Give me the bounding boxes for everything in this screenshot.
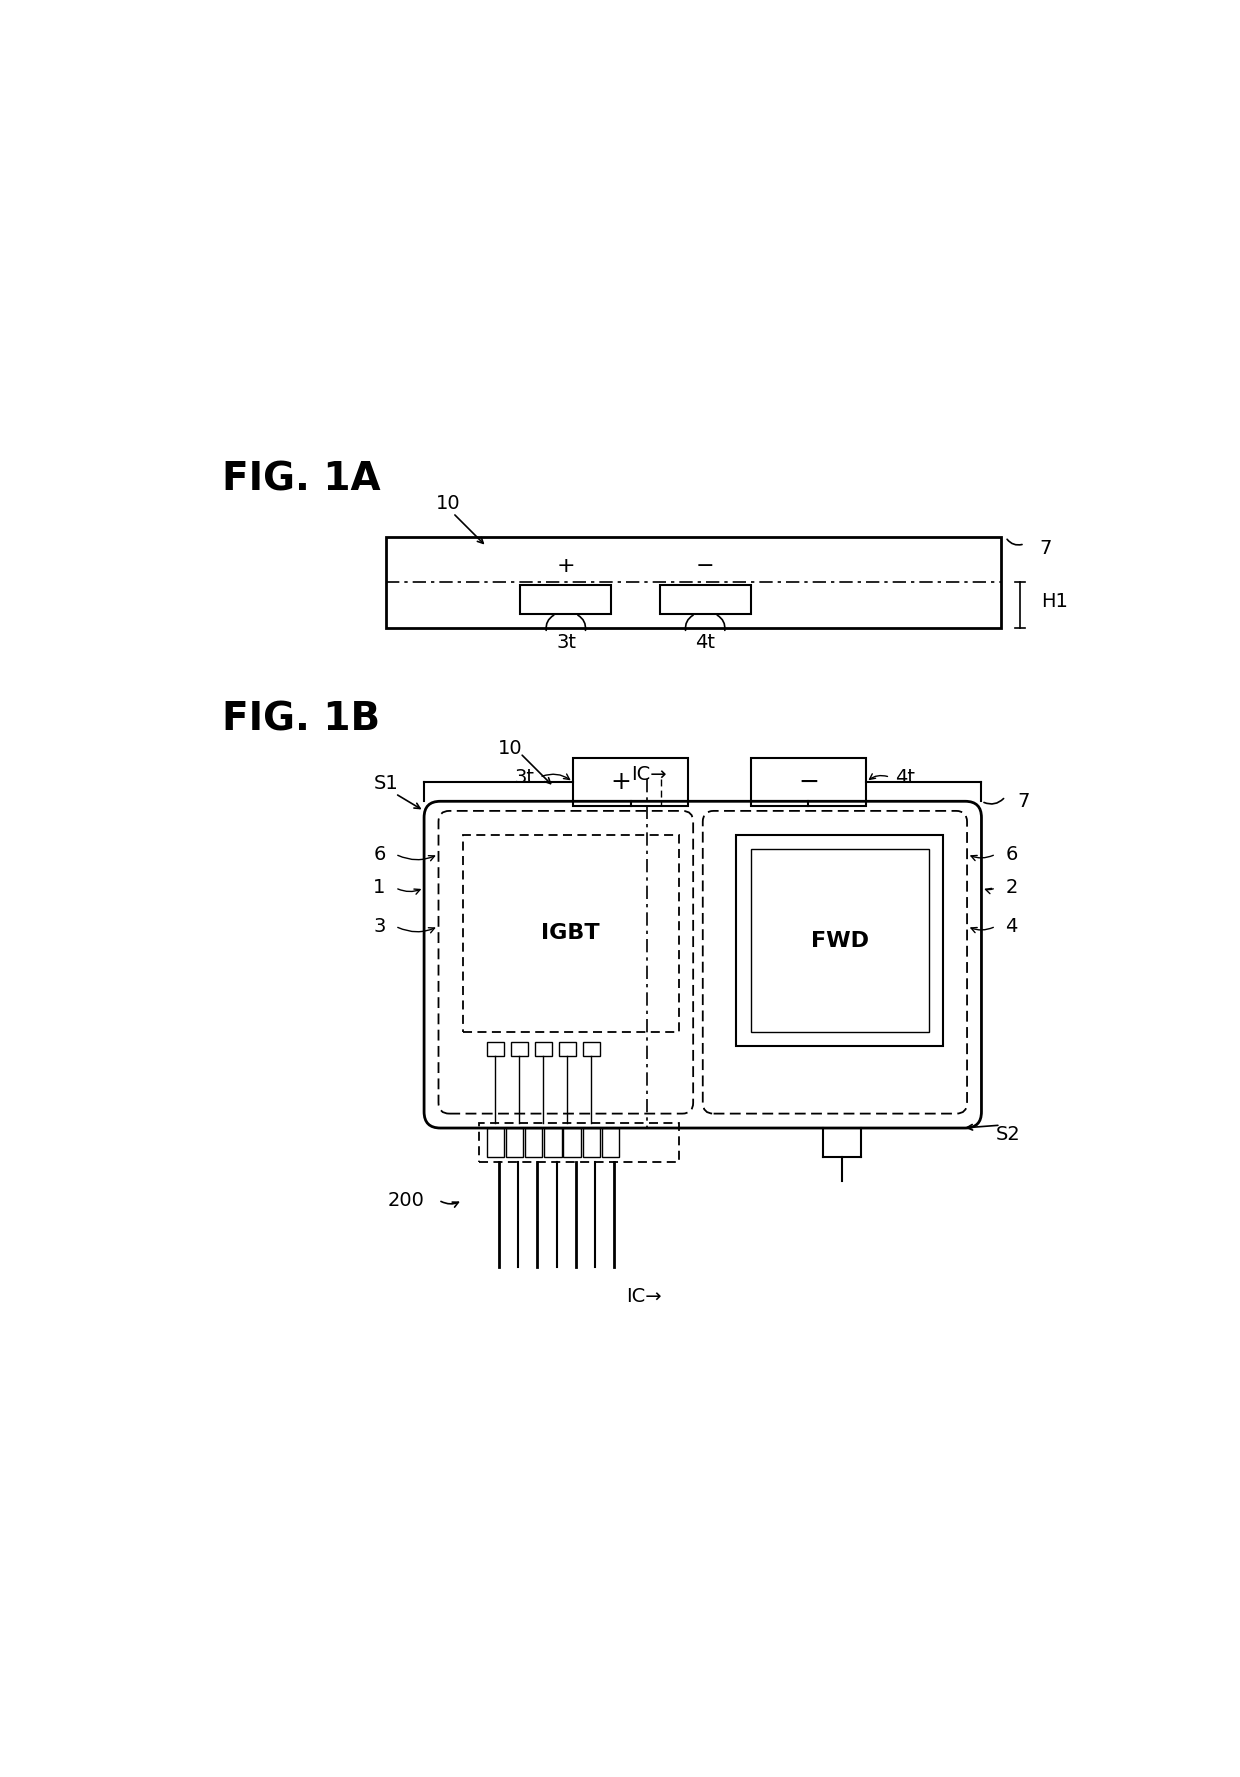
Text: S2: S2	[996, 1125, 1021, 1144]
Bar	[544, 1128, 562, 1157]
Text: H1: H1	[1042, 592, 1068, 611]
Text: 10: 10	[498, 739, 523, 759]
Bar	[583, 1041, 600, 1056]
Text: +: +	[557, 556, 575, 576]
Bar	[479, 1123, 678, 1162]
Text: IGBT: IGBT	[542, 924, 600, 944]
Text: 4t: 4t	[694, 633, 714, 652]
Text: 3t: 3t	[515, 768, 534, 787]
Bar	[751, 849, 929, 1032]
Text: 7: 7	[1039, 538, 1052, 558]
Text: 3: 3	[373, 917, 386, 936]
Text: 10: 10	[435, 494, 460, 514]
Text: +: +	[610, 769, 631, 794]
Text: 2: 2	[1006, 878, 1018, 897]
Bar	[386, 537, 1001, 629]
Bar	[525, 1128, 542, 1157]
Text: 4: 4	[1006, 917, 1018, 936]
Bar	[573, 759, 688, 807]
Text: 200: 200	[387, 1191, 424, 1210]
Bar	[506, 1128, 523, 1157]
Text: −: −	[799, 769, 818, 794]
Bar	[511, 1041, 528, 1056]
Text: FIG. 1B: FIG. 1B	[222, 700, 381, 739]
Text: 6: 6	[373, 844, 386, 864]
Bar	[463, 835, 678, 1032]
Bar	[558, 1041, 575, 1056]
Bar	[534, 1041, 552, 1056]
Bar	[486, 1041, 503, 1056]
Bar	[563, 1128, 580, 1157]
Text: 6: 6	[1006, 844, 1018, 864]
Bar	[751, 759, 867, 807]
Bar	[583, 1128, 600, 1157]
Text: IC→: IC→	[626, 1287, 661, 1306]
Text: −: −	[696, 556, 714, 576]
Text: IC→: IC→	[631, 764, 666, 784]
Text: 1: 1	[373, 878, 386, 897]
Text: FWD: FWD	[811, 931, 869, 951]
Text: FIG. 1A: FIG. 1A	[222, 460, 381, 498]
Bar	[601, 1128, 619, 1157]
Bar	[486, 1128, 503, 1157]
Text: 3t: 3t	[557, 633, 577, 652]
Bar	[737, 835, 942, 1047]
Bar	[660, 585, 751, 613]
Text: S1: S1	[373, 775, 398, 794]
Text: 7: 7	[1017, 793, 1029, 810]
Text: 4t: 4t	[895, 768, 915, 787]
Bar	[521, 585, 611, 613]
